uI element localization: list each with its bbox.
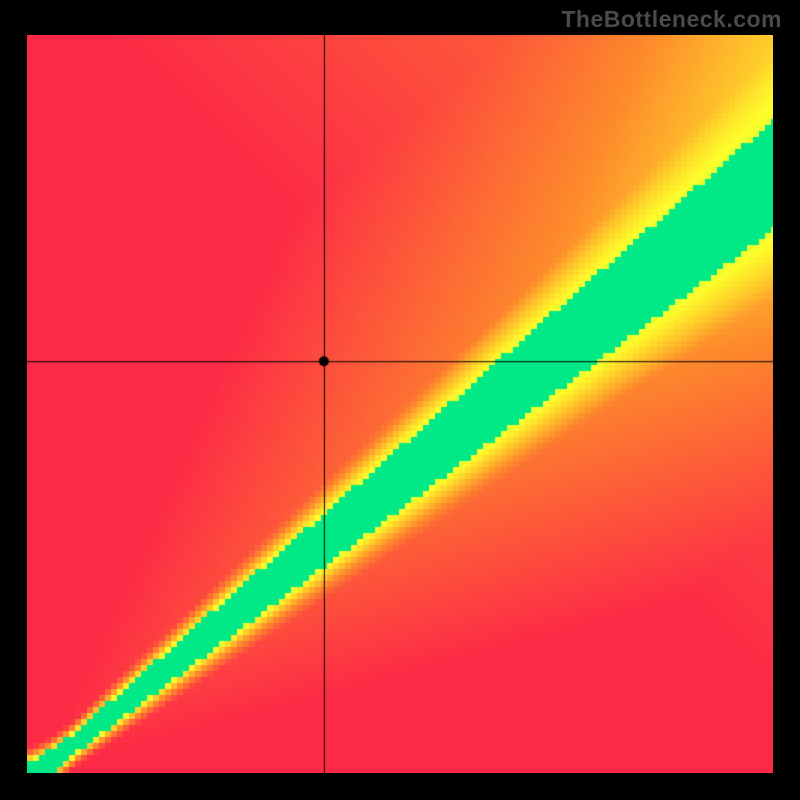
chart-area bbox=[27, 35, 773, 773]
chart-container: TheBottleneck.com bbox=[0, 0, 800, 800]
heatmap-canvas bbox=[27, 35, 773, 773]
watermark-text: TheBottleneck.com bbox=[561, 6, 782, 33]
